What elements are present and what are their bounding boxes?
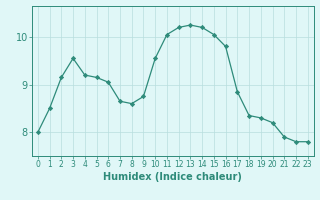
X-axis label: Humidex (Indice chaleur): Humidex (Indice chaleur) xyxy=(103,172,242,182)
